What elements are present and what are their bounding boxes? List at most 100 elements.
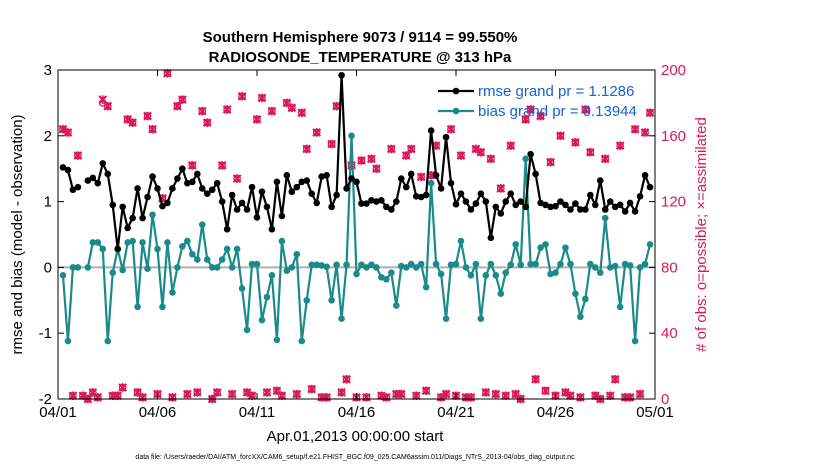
rmse-point	[606, 198, 614, 205]
assimilated-obs-point	[312, 128, 322, 137]
bias-point	[417, 260, 425, 268]
bias-point	[527, 260, 534, 268]
rmse-point	[323, 171, 330, 179]
assimilated-obs-point	[367, 154, 376, 164]
bias-point	[477, 315, 485, 323]
rmse-point	[402, 183, 410, 191]
rmse-point	[343, 185, 350, 192]
bias-point	[393, 302, 400, 309]
bias-point	[457, 237, 465, 245]
rmse-point	[149, 173, 156, 180]
rmse-point	[542, 201, 549, 209]
assimilated-obs-point	[58, 124, 68, 134]
assimilated-obs-point	[337, 388, 346, 397]
bias-point	[517, 261, 524, 269]
rmse-point	[378, 196, 385, 204]
rmse-point	[502, 198, 510, 205]
bias-point	[442, 315, 450, 323]
rmse-point	[532, 170, 539, 178]
rmse-point	[119, 203, 126, 211]
bias-point	[641, 260, 649, 268]
bias-point	[577, 313, 584, 321]
assimilated-obs-point	[536, 111, 545, 121]
rmse-point	[223, 225, 231, 233]
bias-point	[582, 295, 589, 303]
assimilated-obs-point	[541, 386, 550, 396]
rmse-point	[547, 203, 554, 211]
bias-point	[363, 264, 370, 271]
bias-point	[109, 269, 117, 276]
assimilated-obs-point	[625, 392, 635, 402]
rmse-point	[562, 201, 569, 209]
bias-point	[258, 316, 266, 324]
bias-point	[412, 264, 420, 271]
assimilated-obs-point	[496, 184, 506, 193]
x-tick-label: 05/01	[636, 404, 674, 421]
rmse-point	[84, 177, 92, 184]
bias-point	[179, 243, 186, 250]
rmse-point	[641, 171, 649, 179]
assimilated-obs-point	[600, 154, 610, 164]
rmse-point	[348, 175, 355, 182]
bias-point	[263, 293, 271, 301]
bias-point	[621, 260, 629, 268]
rmse-point	[358, 200, 365, 207]
assimilated-obs-point	[640, 128, 650, 137]
bias-point	[397, 262, 405, 270]
rmse-point	[104, 170, 112, 178]
bias-point	[432, 260, 440, 268]
rmse-point	[512, 201, 519, 209]
bias-point	[562, 244, 569, 251]
bias-point	[353, 270, 360, 278]
rmse-point	[283, 171, 291, 179]
rmse-point	[492, 203, 500, 211]
bias-point	[467, 271, 475, 279]
rmse-point	[467, 206, 475, 213]
assimilated-obs-point	[635, 389, 645, 399]
rmse-point	[616, 201, 624, 209]
assimilated-obs-point	[466, 392, 476, 402]
rmse-point	[626, 199, 634, 207]
data-file-footnote: data file: /Users/raeder/DAI/ATM_forcXX/…	[135, 454, 575, 461]
rmse-point	[59, 164, 67, 171]
y-axis-label: rmse and bias (model - observation)	[9, 114, 26, 354]
rmse-point	[333, 191, 340, 199]
bias-point	[631, 337, 639, 345]
bias-point	[69, 264, 77, 271]
rmse-point	[537, 199, 544, 207]
bias-point	[273, 336, 281, 344]
bias-point	[532, 260, 539, 268]
bias-point	[323, 263, 330, 271]
rmse-point	[74, 183, 82, 191]
rmse-point	[587, 191, 594, 199]
rmse-point	[567, 206, 574, 213]
bias-point	[472, 260, 480, 268]
bias-point	[124, 239, 131, 246]
rmse-point	[298, 178, 306, 186]
assimilated-obs-point	[441, 389, 451, 399]
rmse-point	[487, 234, 495, 242]
bias-point	[507, 261, 515, 269]
bias-point	[293, 250, 301, 258]
rmse-point	[522, 203, 529, 211]
bias-point	[452, 260, 460, 268]
assimilated-obs-point	[436, 392, 446, 402]
assimilated-obs-point	[222, 105, 232, 114]
bias-point	[343, 261, 350, 269]
assimilated-obs-point	[571, 138, 580, 147]
rmse-point	[527, 150, 534, 158]
assimilated-obs-point	[262, 388, 272, 397]
rmse-point	[417, 193, 425, 201]
rmse-point	[308, 190, 316, 198]
rmse-point	[363, 200, 370, 207]
rmse-point	[243, 206, 251, 213]
x-tick-label: 04/11	[239, 404, 275, 421]
assimilated-obs-point	[143, 111, 152, 121]
bias-point	[104, 337, 112, 345]
bias-point	[368, 261, 375, 269]
rmse-point	[218, 198, 226, 205]
rmse-point	[383, 203, 390, 211]
bias-point	[139, 239, 146, 246]
bias-point	[198, 221, 206, 228]
rmse-point	[482, 198, 490, 205]
